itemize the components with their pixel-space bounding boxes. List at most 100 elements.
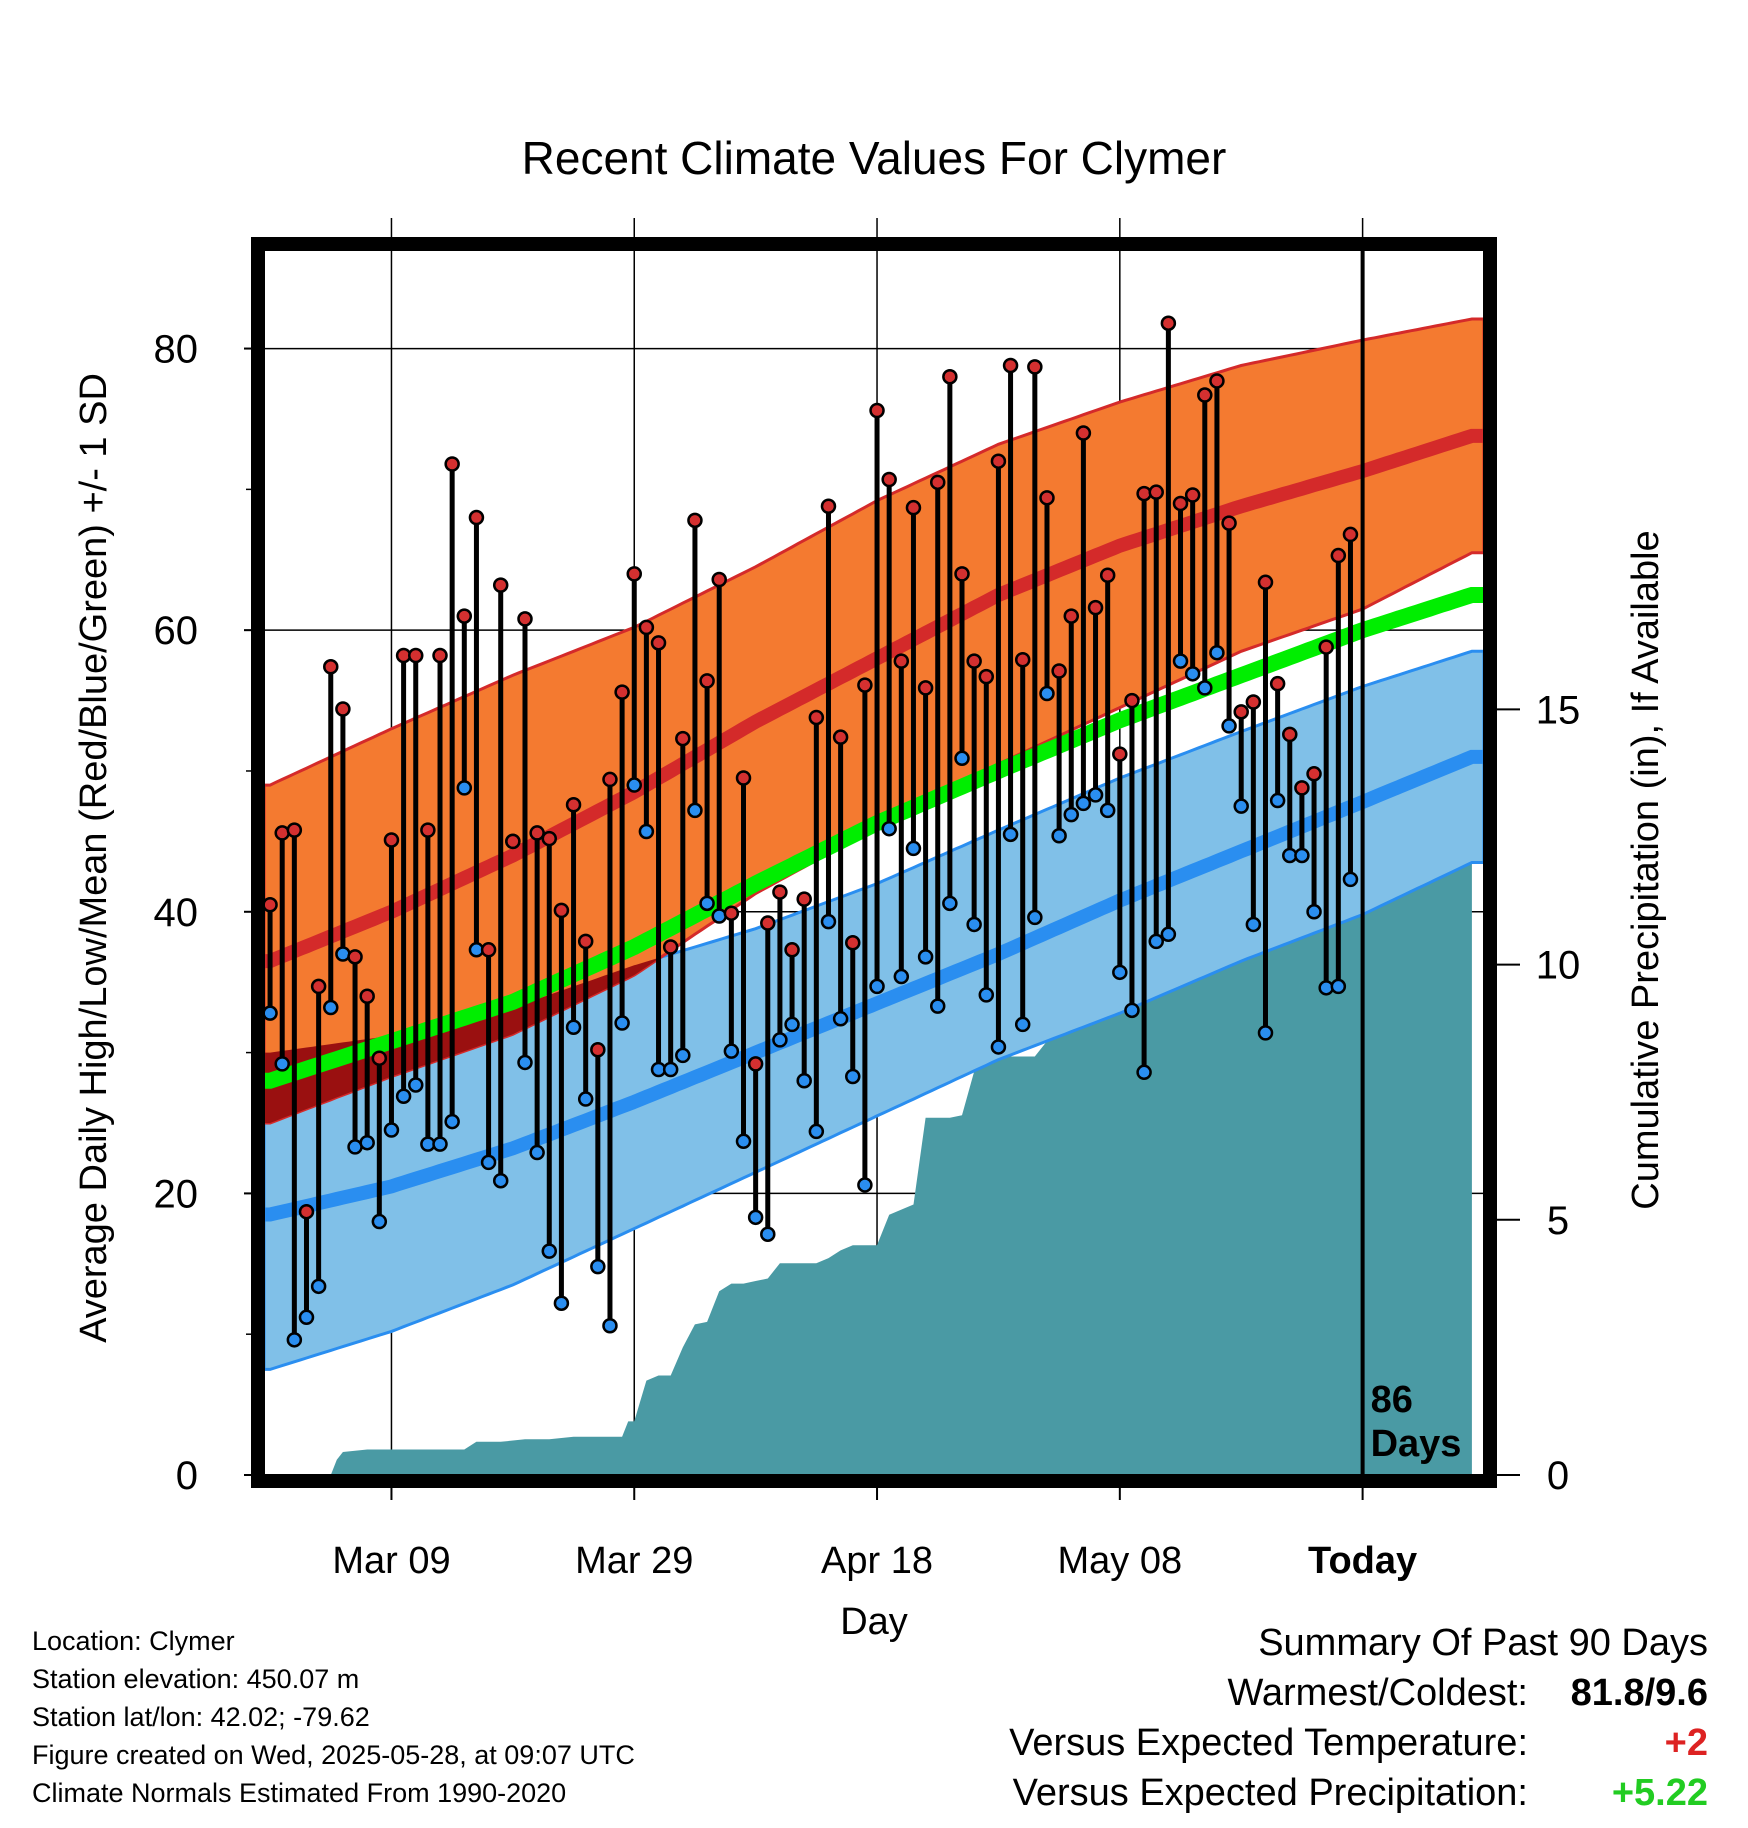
daily-high-point-23 xyxy=(541,830,558,847)
daily-low-point-3 xyxy=(298,1309,315,1326)
daily-high-point-57 xyxy=(954,566,970,582)
daily-low-point-63 xyxy=(1027,909,1043,926)
high-mean-line xyxy=(264,428,1484,969)
daily-high-point-50 xyxy=(869,402,885,419)
daily-high-point-10 xyxy=(383,832,400,848)
daily-high-point-47 xyxy=(832,729,849,745)
daily-low-point-53 xyxy=(905,840,922,857)
normals-text: Climate Normals Estimated From 1990-2020 xyxy=(32,1778,567,1808)
daily-low-point-85 xyxy=(1294,847,1310,864)
elevation-text: Station elevation: 450.07 m xyxy=(32,1664,360,1694)
daily-low-point-81 xyxy=(1245,916,1262,933)
daily-low-point-9 xyxy=(371,1213,388,1230)
created-text: Figure created on Wed, 2025-05-28, at 09… xyxy=(32,1740,635,1770)
daily-high-point-73 xyxy=(1148,484,1164,500)
daily-low-point-10 xyxy=(383,1122,400,1138)
daily-low-point-6 xyxy=(335,946,351,962)
daily-low-point-40 xyxy=(747,1209,764,1226)
daily-low-point-48 xyxy=(845,1068,861,1085)
daily-high-point-29 xyxy=(614,684,630,700)
daily-low-point-77 xyxy=(1197,680,1213,696)
summary-warmest-coldest: Warmest/Coldest: 81.8/9.6 xyxy=(1227,1672,1708,1715)
daily-high-point-45 xyxy=(808,709,825,726)
daily-low-point-1 xyxy=(274,1056,290,1072)
daily-high-point-19 xyxy=(492,577,509,593)
daily-low-point-24 xyxy=(553,1295,570,1311)
daily-low-point-71 xyxy=(1124,1002,1140,1019)
daily-high-point-27 xyxy=(590,1042,606,1058)
today-days-label: Days xyxy=(1371,1423,1462,1465)
today-days-number: 86 xyxy=(1371,1379,1413,1421)
daily-low-point-25 xyxy=(565,1019,582,1035)
daily-high-point-55 xyxy=(929,474,946,491)
daily-high-point-38 xyxy=(723,905,740,921)
daily-low-point-30 xyxy=(626,777,642,793)
y-axis-label: Average Daily High/Low/Mean (Red/Blue/Gr… xyxy=(73,373,115,1343)
daily-high-point-5 xyxy=(323,659,339,675)
daily-low-point-31 xyxy=(638,823,655,840)
daily-low-point-41 xyxy=(760,1226,776,1242)
daily-high-point-3 xyxy=(298,1203,315,1220)
daily-high-point-8 xyxy=(359,988,375,1005)
daily-low-point-61 xyxy=(1002,826,1019,843)
y-tick-label-2: 40 xyxy=(154,891,199,935)
daily-high-point-70 xyxy=(1112,746,1128,762)
daily-high-point-13 xyxy=(420,822,436,838)
daily-low-point-50 xyxy=(869,978,885,995)
daily-high-point-18 xyxy=(480,942,497,958)
daily-low-point-52 xyxy=(893,968,910,985)
daily-high-point-33 xyxy=(662,939,679,955)
daily-low-point-46 xyxy=(820,913,837,930)
low-mean-line xyxy=(264,749,1484,1222)
daily-high-point-58 xyxy=(966,653,982,669)
y-tick-label-4: 80 xyxy=(154,328,199,372)
daily-low-point-33 xyxy=(662,1061,679,1078)
summary-title: Summary Of Past 90 Days xyxy=(1258,1622,1708,1664)
daily-high-point-74 xyxy=(1160,315,1177,331)
daily-high-point-65 xyxy=(1051,663,1067,679)
daily-high-point-12 xyxy=(407,647,424,664)
daily-high-point-62 xyxy=(1014,651,1031,668)
daily-high-point-75 xyxy=(1172,495,1189,512)
daily-low-point-19 xyxy=(492,1172,509,1189)
daily-low-point-49 xyxy=(857,1177,873,1193)
daily-high-point-36 xyxy=(699,673,715,689)
daily-low-point-51 xyxy=(881,820,897,837)
chart-title: Recent Climate Values For Clymer xyxy=(522,132,1227,184)
daily-low-point-66 xyxy=(1063,806,1080,823)
daily-high-point-44 xyxy=(796,891,812,907)
daily-low-point-76 xyxy=(1184,666,1201,682)
daily-low-point-58 xyxy=(966,916,982,933)
plot-frame xyxy=(251,237,1497,1488)
station-info: Location: Clymer Station elevation: 450.… xyxy=(32,1622,635,1812)
summary-temperature: Versus Expected Temperature: +2 xyxy=(1009,1722,1708,1765)
daily-high-point-80 xyxy=(1233,704,1249,720)
daily-high-point-4 xyxy=(310,978,327,995)
y2-tick-label-2: 10 xyxy=(1536,944,1581,988)
daily-low-point-57 xyxy=(954,750,970,767)
daily-low-point-5 xyxy=(323,999,339,1016)
daily-low-point-27 xyxy=(590,1258,606,1275)
daily-high-point-37 xyxy=(711,571,727,588)
daily-low-point-34 xyxy=(675,1047,691,1064)
daily-high-point-31 xyxy=(638,619,655,636)
daily-low-point-42 xyxy=(772,1032,788,1048)
daily-high-point-43 xyxy=(784,942,800,958)
daily-low-point-2 xyxy=(286,1332,303,1348)
y2-tick-label-0: 0 xyxy=(1547,1454,1569,1498)
daily-low-point-75 xyxy=(1172,653,1189,669)
daily-low-point-28 xyxy=(602,1317,618,1334)
daily-low-point-14 xyxy=(432,1136,448,1152)
daily-low-point-69 xyxy=(1099,802,1116,819)
temp-value: +2 xyxy=(1664,1722,1708,1764)
daily-high-point-78 xyxy=(1209,373,1225,389)
y2-axis-label: Cumulative Precipitation (in), If Availa… xyxy=(1625,530,1667,1209)
daily-low-point-55 xyxy=(929,998,946,1014)
warmest-coldest-label: Warmest/Coldest: xyxy=(1227,1672,1528,1714)
daily-high-point-59 xyxy=(978,668,995,685)
daily-high-point-88 xyxy=(1330,547,1347,564)
daily-high-point-2 xyxy=(286,822,303,838)
daily-high-point-6 xyxy=(335,701,351,717)
x-tick-label-1: Mar 29 xyxy=(575,1540,693,1582)
daily-low-point-12 xyxy=(407,1077,424,1093)
